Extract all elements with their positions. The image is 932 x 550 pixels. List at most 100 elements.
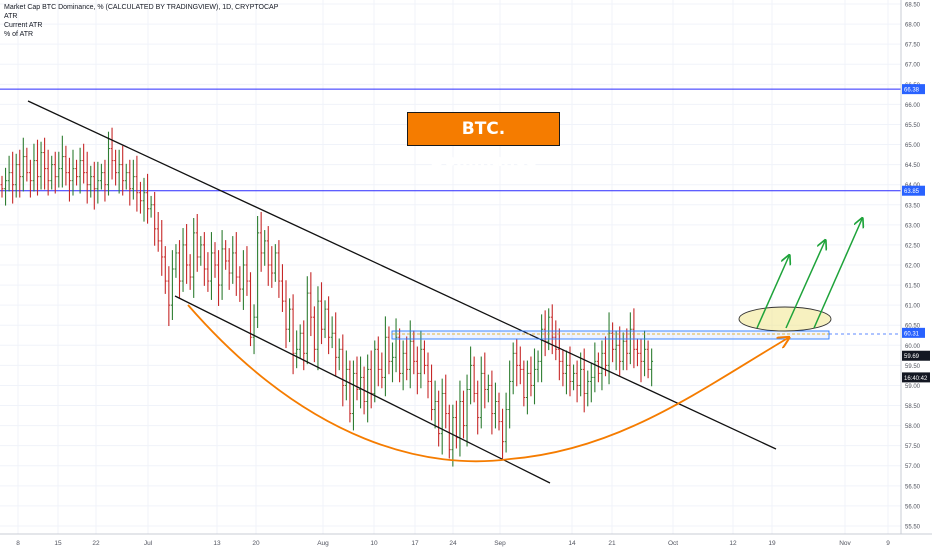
upper-trendline[interactable] [27,100,777,450]
candle [128,159,132,206]
candle [391,342,394,383]
candle [327,296,330,355]
candle [100,163,103,190]
candle [11,151,15,204]
x-tick-label: 22 [92,540,100,547]
candle [149,195,153,218]
candle [462,390,465,439]
candle [618,326,622,377]
candle [565,350,568,395]
legend-current-atr: Current ATR [4,22,43,29]
candle [568,346,572,397]
annotation-label[interactable]: BTC. Dominance [407,112,560,171]
candle [550,304,554,355]
x-tick-label: Oct [668,540,678,547]
candle [408,320,412,389]
legend-atr: ATR [4,13,18,20]
candle [355,356,359,401]
candle [433,380,437,429]
y-tick-label: 55.50 [905,524,921,530]
cup-curve[interactable] [187,304,788,463]
level-label-bg [902,84,925,95]
candle [195,214,199,272]
breakout-arrow-2[interactable] [785,241,825,329]
candle [515,338,519,387]
level-label: 63.85 [904,189,920,195]
y-tick-label: 63.50 [905,203,921,209]
candle [121,145,125,196]
candle [554,320,558,361]
y-tick-label: 67.00 [905,63,921,69]
candle [405,336,409,381]
candle [266,226,270,286]
resistance-zone[interactable] [391,330,830,340]
candle [185,224,188,284]
candle [96,161,100,204]
breakout-arrow-1[interactable] [756,256,789,329]
candle [217,250,220,306]
y-tick-label: 59.00 [905,384,921,390]
candle [252,304,256,355]
candle [593,342,597,393]
candle [316,286,320,371]
candle [199,236,203,266]
x-tick-label: Nov [839,540,851,547]
candle [313,306,316,363]
candle [334,312,338,377]
candle [394,318,398,373]
candle [323,300,327,339]
candle [540,314,543,383]
candle [561,350,565,387]
candle [384,316,387,397]
candle [231,236,235,284]
candle [497,392,501,431]
y-tick-label: 61.50 [905,284,921,290]
candle [632,308,636,369]
level-label-bg [902,327,925,338]
candle [423,340,426,375]
candle [572,364,575,391]
candle [78,147,82,194]
time-axis[interactable] [0,533,932,550]
candle [284,280,288,349]
candle [14,153,18,198]
candle [508,360,512,429]
candle [107,131,110,196]
candle [419,330,423,389]
candle [522,360,526,407]
candle [153,191,157,246]
candle [302,320,306,371]
y-tick-label: 63.00 [905,223,921,229]
breakout-arrow-3[interactable] [813,219,862,329]
x-tick-label: 14 [568,540,576,547]
candle [288,298,291,343]
candle [614,330,618,371]
candle [167,266,171,327]
level-label: 60.31 [904,331,920,337]
candle [447,404,451,459]
candle [32,143,36,192]
candle [174,244,178,278]
candle [0,175,4,198]
candle [50,155,54,190]
candle [646,340,650,379]
candle [600,340,604,391]
candle [85,151,89,204]
candle [256,216,259,329]
candle [36,139,39,196]
candle [579,352,583,397]
candle [309,272,313,337]
candle [518,346,522,385]
candle [227,248,231,290]
candles [0,127,654,467]
candle [341,334,345,407]
x-tick-label: 10 [370,540,378,547]
candle [504,392,508,453]
lower-trendline[interactable] [174,295,551,484]
candle [220,230,224,300]
candle [469,346,472,405]
x-tick-label: Sep [494,540,506,547]
breakout-ellipse[interactable] [738,306,832,332]
